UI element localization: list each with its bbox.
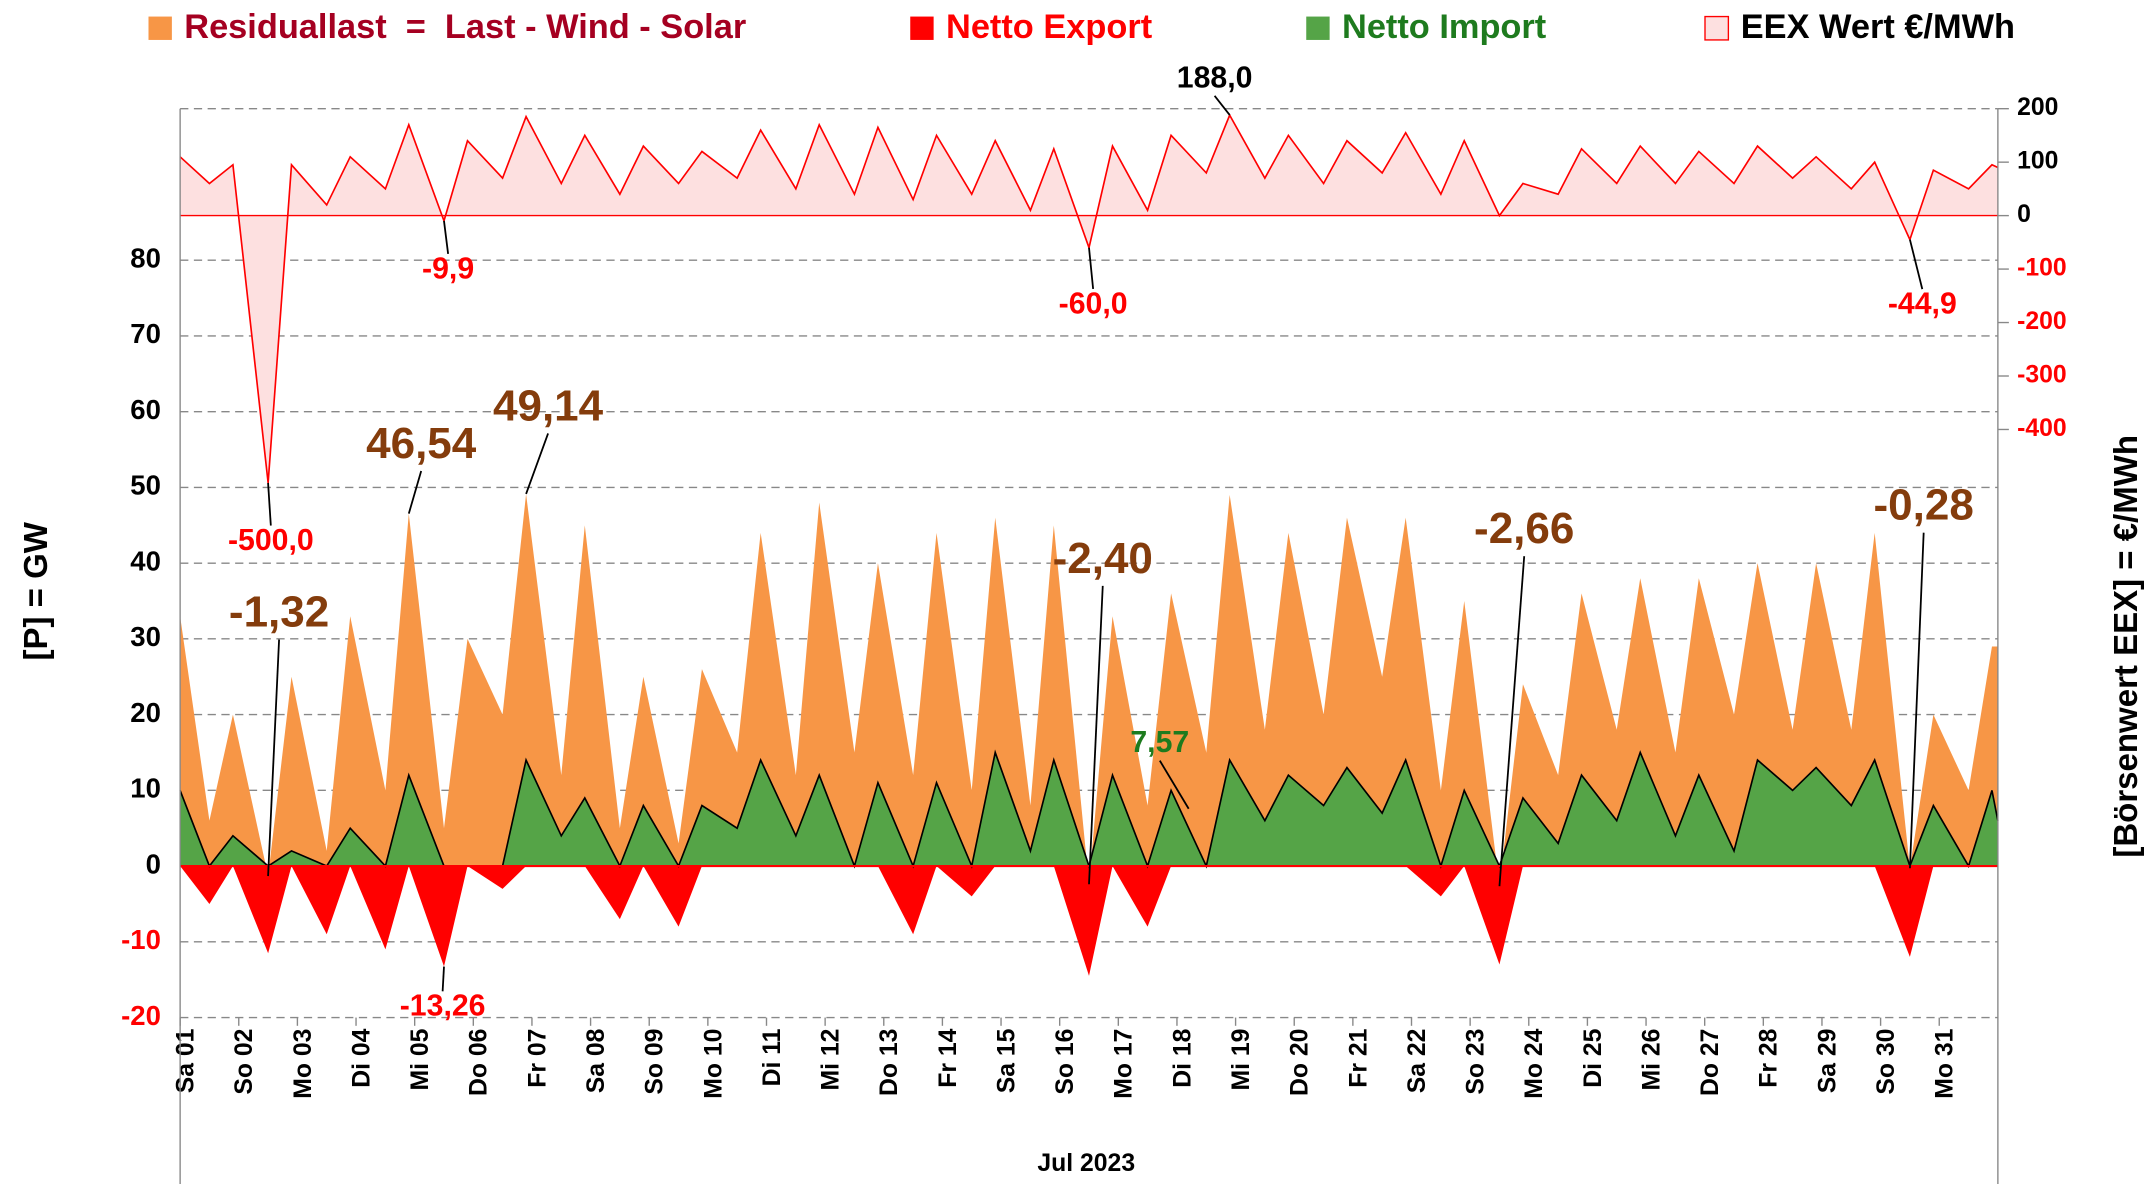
annotation-leader [1909, 532, 1925, 869]
import-area [180, 752, 1998, 867]
x-tick-label: Sa 22 [1404, 1029, 1431, 1094]
x-tick-label: Mi 19 [1228, 1029, 1255, 1091]
annotation-leader [407, 470, 423, 514]
y-tick-label: 70 [130, 318, 161, 349]
x-tick-label: Mo 17 [1111, 1029, 1138, 1099]
x-tick-label: Mo 10 [700, 1029, 727, 1099]
x-tick-label: Fr 07 [524, 1029, 551, 1088]
annotation-leader [1498, 556, 1526, 887]
y-tick-label: 10 [130, 773, 161, 804]
y-tick-label: 50 [130, 470, 161, 501]
y2-tick-label: -100 [2017, 255, 2067, 282]
x-tick-label: Mi 12 [818, 1029, 845, 1091]
x-tick-label: Sa 29 [1814, 1029, 1841, 1094]
legend-swatch [1306, 16, 1330, 40]
x-tick-label: Mo 31 [1932, 1028, 1959, 1098]
x-tick-label: Do 13 [876, 1029, 903, 1096]
x-tick-label: Do 20 [1287, 1029, 1314, 1096]
x-tick-label: So 16 [1052, 1029, 1079, 1095]
annotation-label: -0,28 [1874, 481, 1974, 530]
annotation-label: -13,26 [400, 990, 486, 1023]
annotation-leader [1159, 760, 1190, 810]
annotation-label: -44,9 [1888, 288, 1957, 321]
y-tick-label: 0 [146, 848, 161, 879]
annotation-leader [441, 966, 445, 992]
x-tick-label: Di 25 [1580, 1028, 1607, 1087]
legend-label: EEX Wert €/MWh [1741, 8, 2015, 46]
x-tick-label: So 30 [1873, 1029, 1900, 1095]
annotation-label: 7,57 [1130, 726, 1189, 759]
x-tick-label: Fr 21 [1345, 1028, 1372, 1087]
x-tick-label: So 02 [231, 1029, 258, 1095]
price-area [180, 115, 1998, 483]
export-area [180, 866, 1998, 976]
annotation-label: 46,54 [366, 419, 477, 468]
annotation-label: -60,0 [1059, 287, 1128, 320]
legend-label: Netto Export [946, 8, 1153, 46]
y-tick-label: -10 [121, 924, 161, 955]
x-tick-label: Di 18 [1169, 1029, 1196, 1088]
x-tick-label: So 23 [1463, 1029, 1490, 1095]
annotation-label: -9,9 [422, 252, 474, 285]
y-tick-label: -20 [121, 1000, 161, 1031]
x-tick-label: Mi 26 [1638, 1029, 1665, 1091]
legend-swatch [910, 16, 934, 40]
annotation-leader [525, 433, 549, 495]
annotation-leader [267, 482, 272, 526]
annotation-label: -1,32 [229, 587, 329, 636]
x-axis-title: Jul 2023 [1037, 1150, 1135, 1177]
y2-tick-label: -300 [2017, 362, 2067, 389]
annotation-leader [267, 639, 280, 877]
x-tick-label: Do 06 [466, 1029, 493, 1096]
x-tick-label: Sa 01 [173, 1028, 200, 1093]
x-tick-label: Fr 28 [1756, 1029, 1783, 1088]
y-tick-label: 80 [130, 242, 161, 273]
y2-tick-label: -200 [2017, 308, 2067, 335]
y-tick-label: 20 [130, 697, 161, 728]
annotation-leader [1213, 95, 1231, 116]
x-tick-label: Mi 05 [407, 1028, 434, 1090]
annotation-leader [1088, 247, 1095, 290]
y-tick-label: 30 [130, 621, 161, 652]
x-tick-label: Di 11 [759, 1028, 786, 1086]
x-tick-label: Do 27 [1697, 1029, 1724, 1096]
y2-tick-label: -400 [2017, 415, 2067, 442]
annotation-label: 49,14 [493, 381, 604, 430]
legend-label: Residuallast = Last - Wind - Solar [184, 8, 746, 46]
annotation-label: -2,66 [1474, 504, 1574, 553]
price-line [179, 113, 1999, 484]
x-tick-label: Di 04 [348, 1028, 375, 1087]
annotation-leader [1909, 239, 1924, 290]
legend-label: Netto Import [1342, 8, 1547, 46]
y2-tick-label: 100 [2017, 148, 2058, 175]
annotation-label: -500,0 [228, 524, 314, 557]
y2-tick-label: 0 [2017, 201, 2031, 228]
y-axis-title: [P] = GW [17, 521, 54, 660]
annotation-label: 188,0 [1177, 61, 1253, 94]
y2-tick-label: 200 [2017, 94, 2058, 121]
x-tick-label: Sa 15 [993, 1028, 1020, 1093]
x-tick-label: Mo 24 [1521, 1028, 1548, 1098]
annotation-leader [1088, 585, 1104, 885]
x-tick-label: Fr 14 [935, 1028, 962, 1087]
annotation-label: -2,40 [1053, 534, 1153, 583]
residual-area [180, 493, 1998, 887]
y-tick-label: 40 [130, 545, 161, 576]
y-tick-label: 60 [130, 394, 161, 425]
x-tick-label: Mo 03 [290, 1029, 317, 1099]
x-tick-label: Sa 08 [583, 1029, 610, 1094]
y2-axis-title: [Börsenwert EEX] = €/MWh [2107, 435, 2144, 858]
legend-swatch [148, 16, 172, 40]
legend-swatch [1704, 15, 1730, 41]
annotation-leader [443, 220, 450, 255]
x-tick-label: So 09 [642, 1029, 669, 1095]
